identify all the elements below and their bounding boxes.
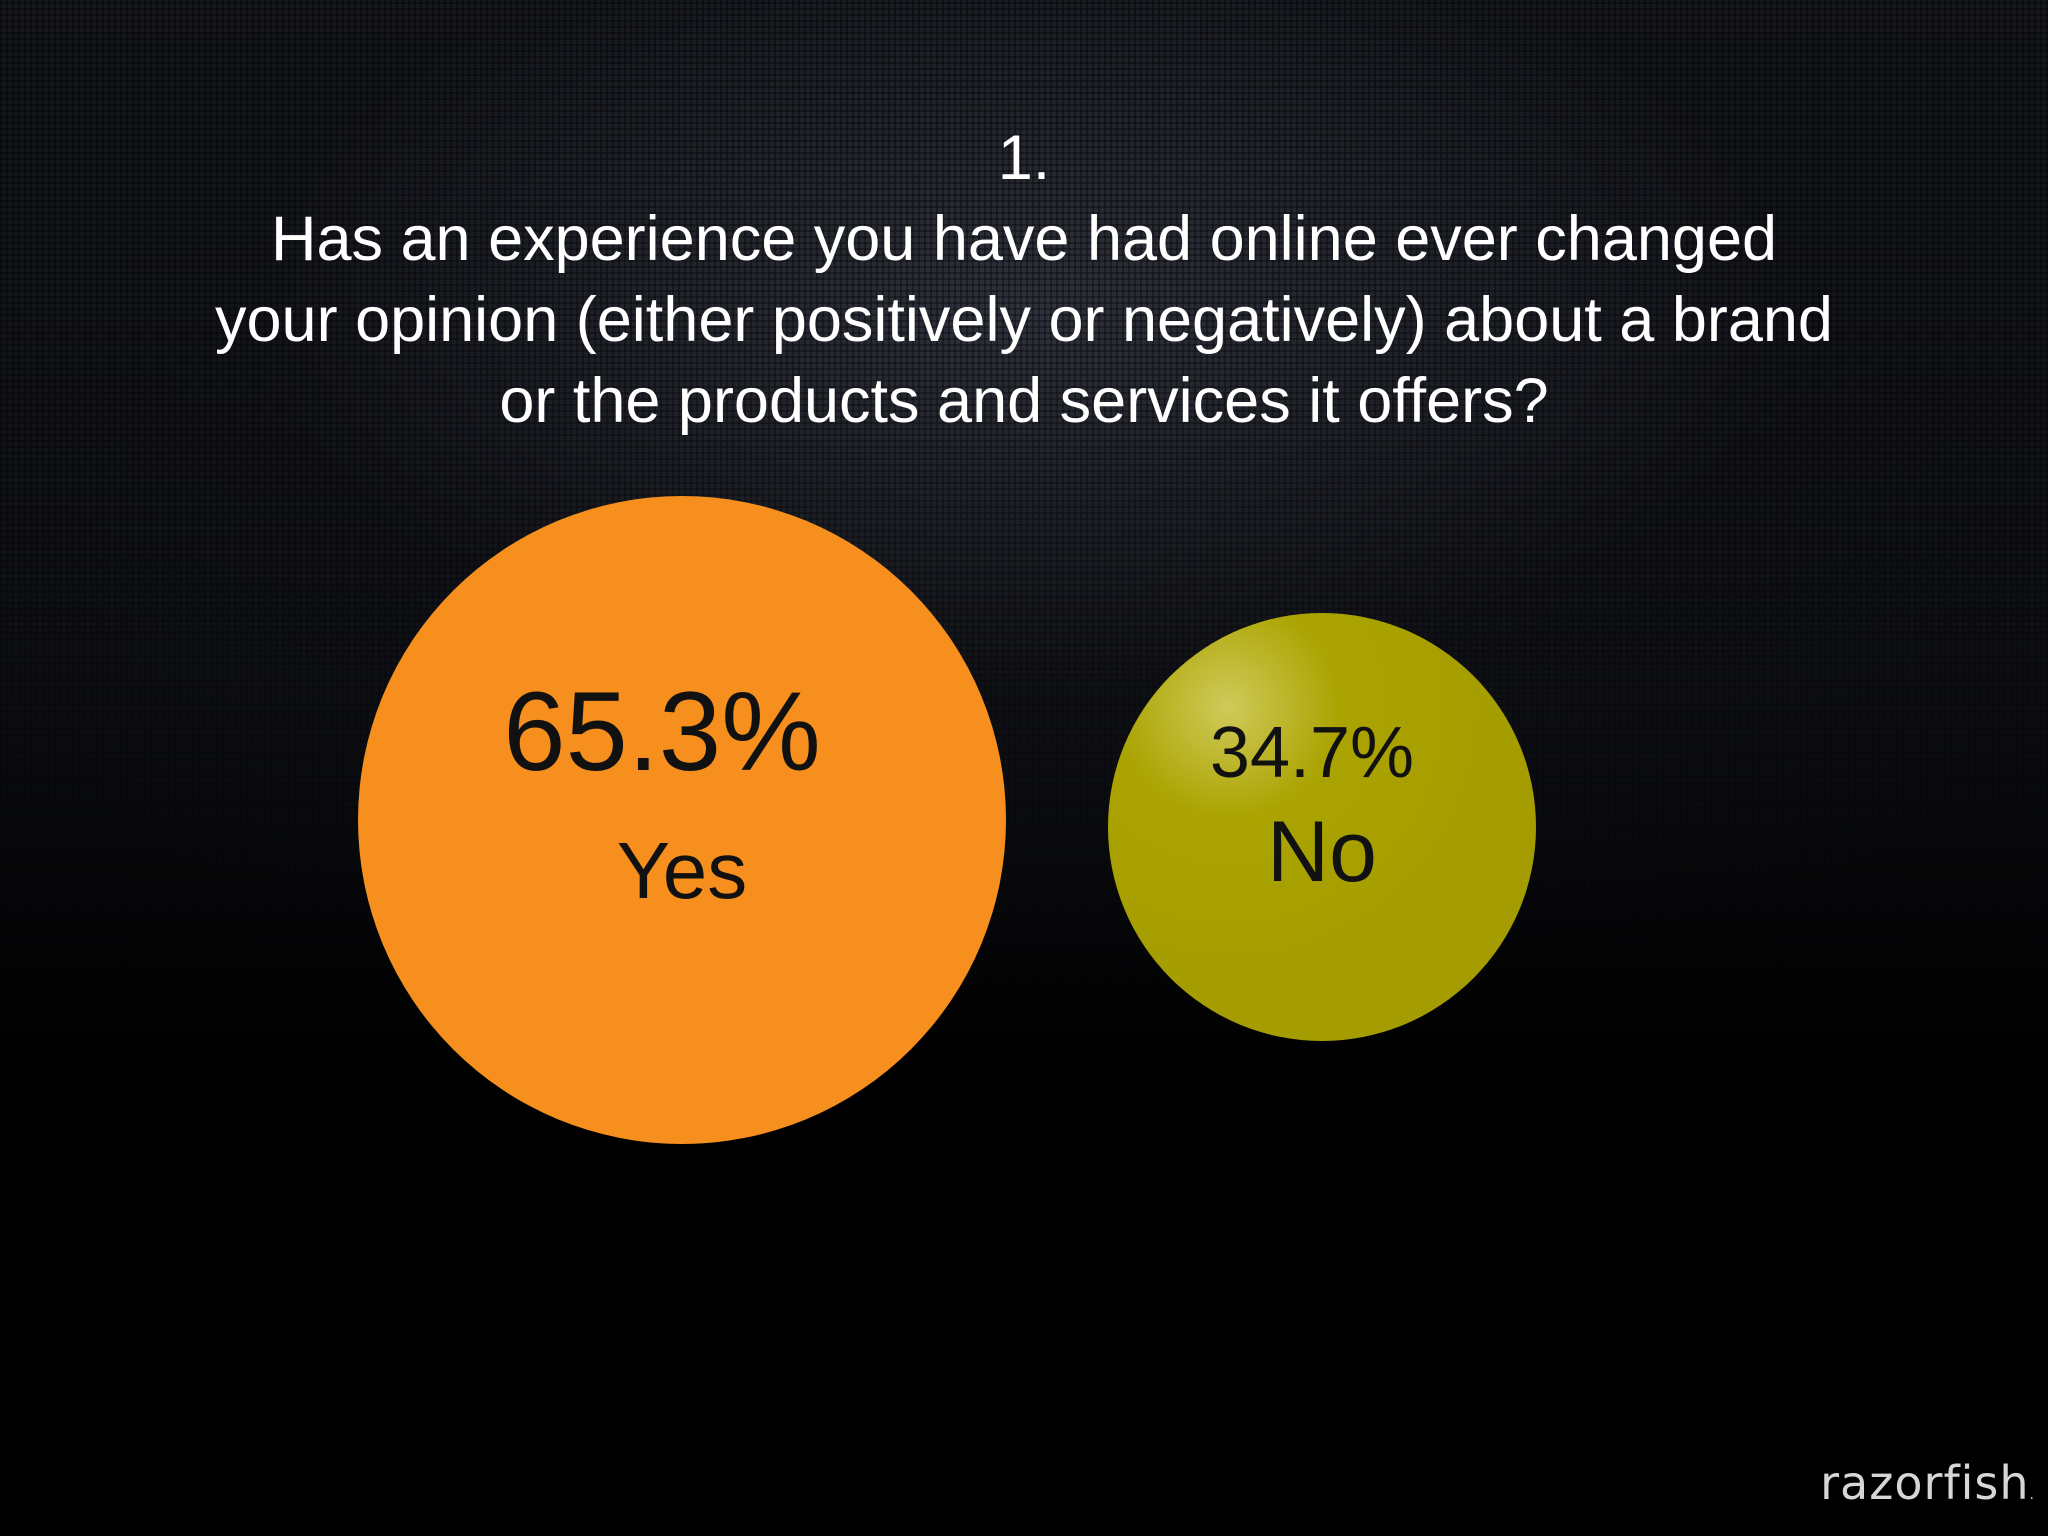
bubble-no: [1108, 613, 1536, 1041]
logo-dot: .: [2029, 1487, 2034, 1503]
question-line-3: or the products and services it offers?: [499, 366, 1549, 436]
question-heading: 1. Has an experience you have had online…: [100, 118, 1948, 442]
razorfish-logo: razorfish.: [1820, 1456, 2034, 1510]
question-number: 1.: [997, 123, 1051, 193]
bubble-yes-percent: 65.3%: [503, 669, 821, 794]
question-line-2: your opinion (either positively or negat…: [215, 285, 1833, 355]
bubble-no-percent: 34.7%: [1210, 713, 1414, 793]
logo-text: razorfish: [1820, 1456, 2030, 1510]
bubble-no-label: No: [1267, 804, 1377, 900]
question-line-1: Has an experience you have had online ev…: [270, 204, 1778, 274]
bubble-yes: [358, 496, 1006, 1144]
bubble-yes-label: Yes: [617, 826, 748, 915]
